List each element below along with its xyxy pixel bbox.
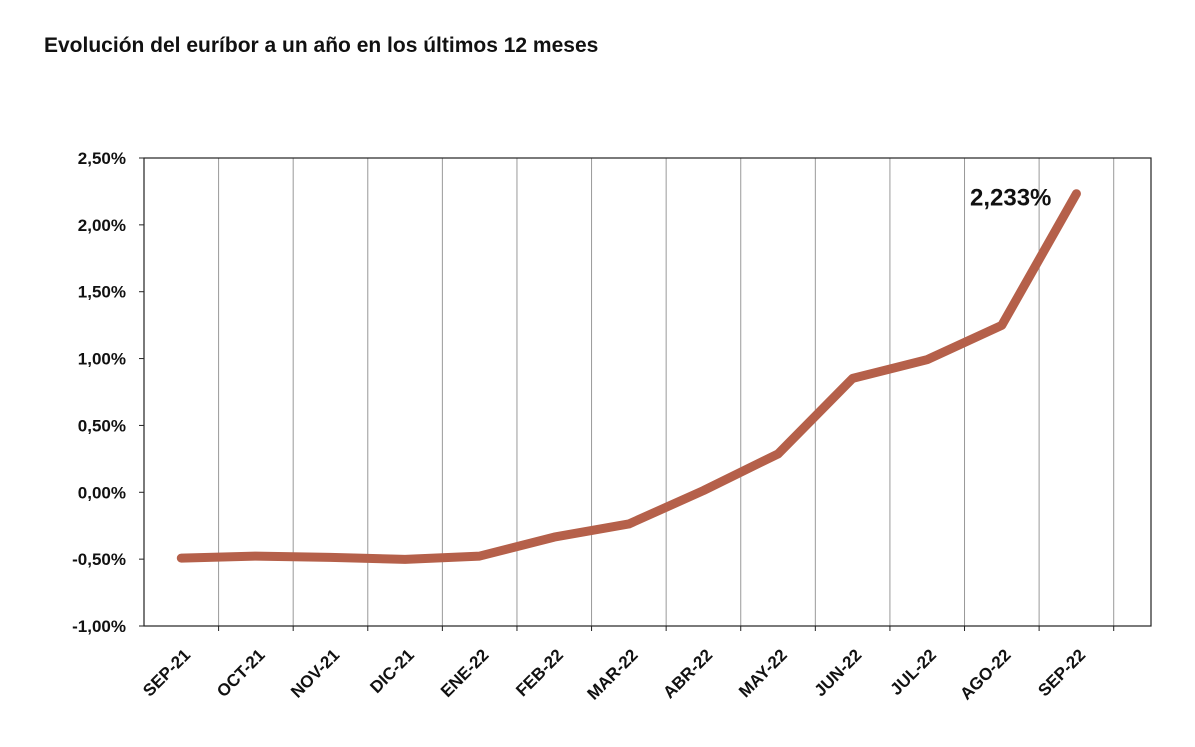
x-tick-label: MAR-22 [583,645,641,703]
x-tick-label: JUN-22 [811,645,866,700]
x-tick-label: DIC-21 [366,645,418,697]
y-tick-label: 2,00% [78,216,126,235]
series-line [176,189,1081,564]
y-tick-label: -0,50% [72,550,126,569]
plot-frame [143,157,1152,627]
y-tick-label: -1,00% [72,617,126,636]
y-tick-label: 2,50% [78,149,126,168]
chart-title: Evolución del euríbor a un año en los úl… [44,34,598,57]
x-tick-label: JUL-22 [887,645,941,699]
x-tick-label: NOV-21 [287,645,343,701]
y-tick-label: 1,00% [78,350,126,369]
y-tick-label: 1,50% [78,283,126,302]
x-tick-label: ENE-22 [437,645,493,701]
x-tick-label: FEB-22 [512,645,567,700]
x-tick-label: SEP-22 [1034,645,1089,700]
y-tick-label: 0,00% [78,483,126,502]
x-tick-label: ABR-22 [659,645,716,702]
x-tick-label: OCT-21 [213,645,269,701]
x-tick-label: SEP-21 [139,645,194,700]
y-tick-label: 0,50% [78,416,126,435]
x-tick-label: AGO-22 [956,645,1014,703]
value-annotation: 2,233% [970,185,1051,212]
x-tick-label: MAY-22 [735,645,791,701]
